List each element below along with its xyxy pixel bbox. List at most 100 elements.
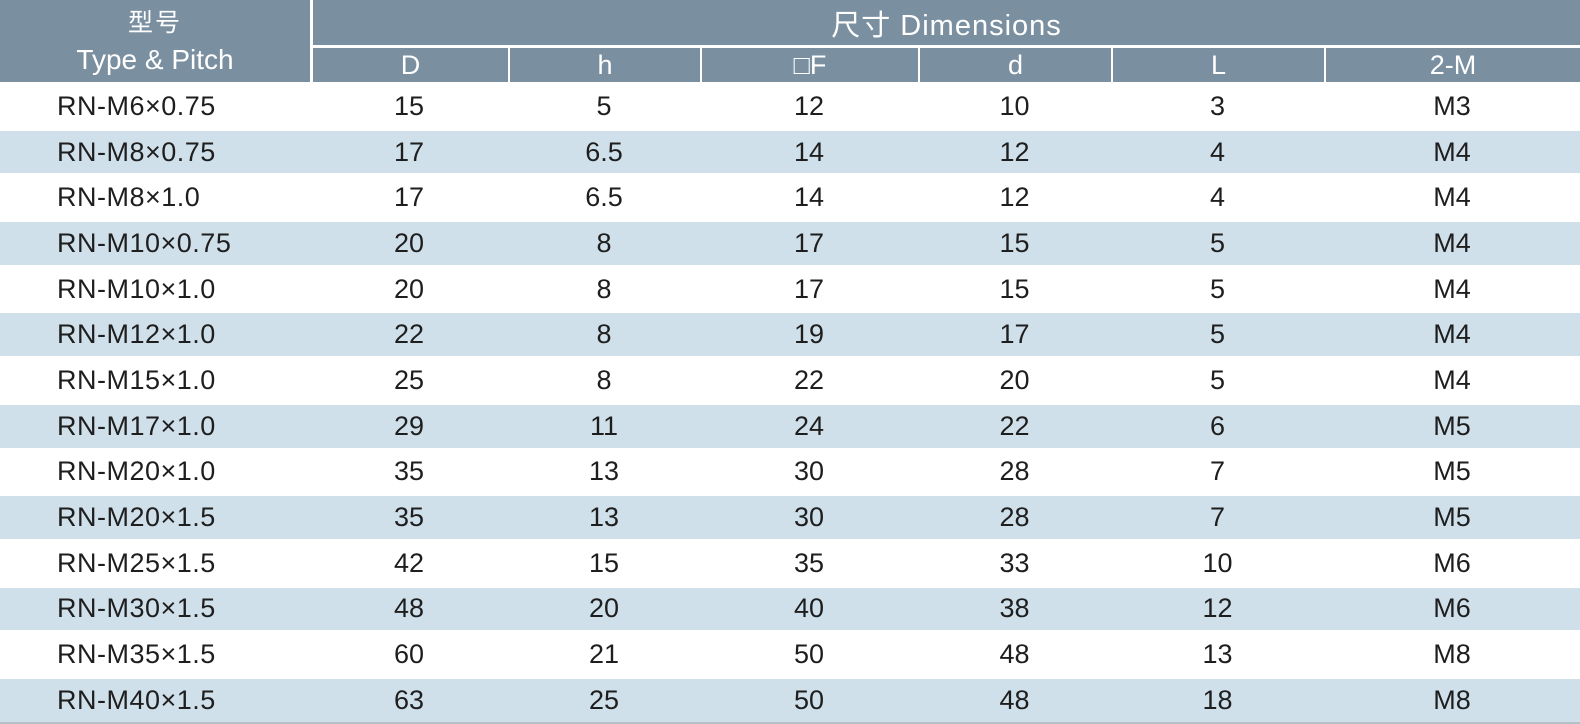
dimension-value-cell: 14 xyxy=(700,127,918,174)
type-cell: RN-M6×0.75 xyxy=(0,82,310,128)
dimension-value-cell: 17 xyxy=(310,173,508,220)
dimension-value-cell: 8 xyxy=(508,219,700,265)
table-row: RN-M35×1.5 60 21 50 48 13 M8 xyxy=(0,630,1580,676)
header-col-F: □F xyxy=(700,48,918,82)
type-cell: RN-M20×1.5 xyxy=(0,493,310,539)
dimension-value-cell: 3 xyxy=(1111,82,1324,128)
dimension-value-cell: 48 xyxy=(918,675,1111,724)
dimension-value-cell: 7 xyxy=(1111,447,1324,494)
dimension-value-cell: 15 xyxy=(918,264,1111,311)
dimension-value-cell: M6 xyxy=(1324,538,1580,585)
type-cell: RN-M8×1.0 xyxy=(0,173,310,220)
dimension-value-cell: 15 xyxy=(918,219,1111,265)
dimension-value-cell: 28 xyxy=(918,493,1111,539)
dimension-value-cell: 35 xyxy=(700,538,918,585)
table-row: RN-M10×1.0 20 8 17 15 5 M4 xyxy=(0,264,1580,311)
dimension-value-cell: 42 xyxy=(310,538,508,585)
dimension-value-cell: 5 xyxy=(1111,310,1324,357)
dimension-value-cell: M4 xyxy=(1324,264,1580,311)
dimension-value-cell: 5 xyxy=(1111,264,1324,311)
dimension-value-cell: 6.5 xyxy=(508,127,700,174)
dimension-value-cell: M6 xyxy=(1324,584,1580,631)
dimension-value-cell: 20 xyxy=(310,264,508,311)
dimension-value-cell: 28 xyxy=(918,447,1111,494)
type-cell: RN-M10×1.0 xyxy=(0,264,310,311)
dimension-value-cell: 6 xyxy=(1111,401,1324,448)
dimension-value-cell: 30 xyxy=(700,447,918,494)
dimension-value-cell: 5 xyxy=(1111,219,1324,265)
dimension-value-cell: 21 xyxy=(508,630,700,676)
dimension-value-cell: M4 xyxy=(1324,310,1580,357)
dimension-value-cell: 13 xyxy=(508,493,700,539)
dimension-value-cell: 8 xyxy=(508,356,700,402)
dimension-value-cell: M8 xyxy=(1324,675,1580,724)
dimension-value-cell: 20 xyxy=(508,584,700,631)
dimension-value-cell: M5 xyxy=(1324,401,1580,448)
table-row: RN-M15×1.0 25 8 22 20 5 M4 xyxy=(0,356,1580,402)
dimension-value-cell: 25 xyxy=(508,675,700,724)
dimension-value-cell: 17 xyxy=(700,264,918,311)
type-cell: RN-M10×0.75 xyxy=(0,219,310,265)
dimension-value-cell: 35 xyxy=(310,493,508,539)
dimension-value-cell: 25 xyxy=(310,356,508,402)
type-cell: RN-M30×1.5 xyxy=(0,584,310,631)
dimension-value-cell: 20 xyxy=(310,219,508,265)
table-row: RN-M10×0.75 20 8 17 15 5 M4 xyxy=(0,219,1580,265)
dimension-value-cell: 20 xyxy=(918,356,1111,402)
type-cell: RN-M40×1.5 xyxy=(0,675,310,724)
table-row: RN-M25×1.5 42 15 35 33 10 M6 xyxy=(0,538,1580,585)
dimension-value-cell: 50 xyxy=(700,675,918,724)
dimension-value-cell: 19 xyxy=(700,310,918,357)
dimension-value-cell: 8 xyxy=(508,264,700,311)
dimension-value-cell: 8 xyxy=(508,310,700,357)
dimension-value-cell: 4 xyxy=(1111,173,1324,220)
table-row: RN-M12×1.0 22 8 19 17 5 M4 xyxy=(0,310,1580,357)
type-cell: RN-M25×1.5 xyxy=(0,538,310,585)
dimension-value-cell: 5 xyxy=(508,82,700,128)
dimension-value-cell: 40 xyxy=(700,584,918,631)
dimension-value-cell: 38 xyxy=(918,584,1111,631)
table-header: 型号 Type & Pitch 尺寸 Dimensions D h □F d L… xyxy=(0,0,1580,82)
dimension-value-cell: 18 xyxy=(1111,675,1324,724)
header-col-2M: 2-M xyxy=(1324,48,1580,82)
dimension-value-cell: 14 xyxy=(700,173,918,220)
dimension-value-cell: M5 xyxy=(1324,447,1580,494)
dimension-value-cell: 35 xyxy=(310,447,508,494)
dimension-value-cell: M8 xyxy=(1324,630,1580,676)
dimension-value-cell: M4 xyxy=(1324,219,1580,265)
dimension-value-cell: 10 xyxy=(918,82,1111,128)
dimension-value-cell: 17 xyxy=(700,219,918,265)
type-cell: RN-M17×1.0 xyxy=(0,401,310,448)
type-cell: RN-M20×1.0 xyxy=(0,447,310,494)
dimension-value-cell: 63 xyxy=(310,675,508,724)
dimension-value-cell: M5 xyxy=(1324,493,1580,539)
header-dimensions: 尺寸 Dimensions xyxy=(310,0,1580,48)
table-row: RN-M40×1.5 63 25 50 48 18 M8 xyxy=(0,675,1580,724)
header-col-h: h xyxy=(508,48,700,82)
dimension-value-cell: 22 xyxy=(700,356,918,402)
dimension-value-cell: 48 xyxy=(310,584,508,631)
dimension-value-cell: 24 xyxy=(700,401,918,448)
type-cell: RN-M12×1.0 xyxy=(0,310,310,357)
table-row: RN-M8×1.0 17 6.5 14 12 4 M4 xyxy=(0,173,1580,220)
header-row-main: 型号 Type & Pitch 尺寸 Dimensions xyxy=(0,0,1580,82)
dimension-value-cell: 50 xyxy=(700,630,918,676)
table-row: RN-M17×1.0 29 11 24 22 6 M5 xyxy=(0,401,1580,448)
dimension-value-cell: 22 xyxy=(310,310,508,357)
dimension-value-cell: 48 xyxy=(918,630,1111,676)
dimension-value-cell: 15 xyxy=(310,82,508,128)
header-type-label-en: Type & Pitch xyxy=(76,43,234,75)
dimension-value-cell: 5 xyxy=(1111,356,1324,402)
dimension-value-cell: M3 xyxy=(1324,82,1580,128)
dimension-value-cell: 7 xyxy=(1111,493,1324,539)
header-row-sub: D h □F d L 2-M xyxy=(0,48,1580,82)
dimension-value-cell: 30 xyxy=(700,493,918,539)
dimension-value-cell: 13 xyxy=(1111,630,1324,676)
dimension-value-cell: 10 xyxy=(1111,538,1324,585)
dimension-value-cell: 12 xyxy=(700,82,918,128)
dimension-value-cell: 6.5 xyxy=(508,173,700,220)
table-row: RN-M20×1.0 35 13 30 28 7 M5 xyxy=(0,447,1580,494)
dimension-value-cell: 15 xyxy=(508,538,700,585)
dimension-value-cell: 13 xyxy=(508,447,700,494)
